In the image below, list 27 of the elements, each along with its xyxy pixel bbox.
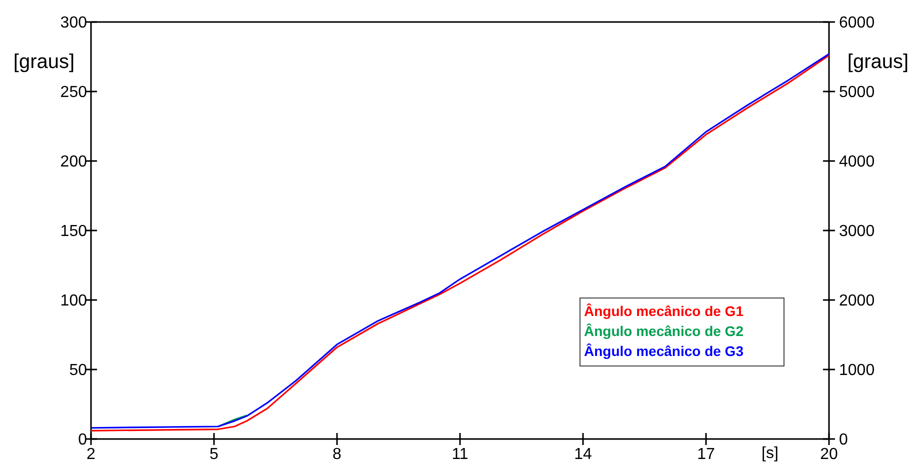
text: Ângulo mecânico de G3	[584, 343, 744, 359]
y2-tick-label: 3000	[839, 223, 875, 240]
y-tick-label: 0	[78, 432, 88, 449]
x-tick-label: 2	[86, 446, 96, 463]
y2-tick-label: 6000	[839, 14, 875, 32]
x-tick-label: 17	[697, 446, 715, 463]
y-axis-title: [graus]	[13, 51, 75, 73]
y-tick-label: 50	[69, 362, 88, 380]
x-axis-title: [s]	[762, 445, 778, 462]
y-tick-label: 300	[60, 14, 88, 32]
text: Ângulo mecânico de G1	[584, 303, 744, 319]
y2-tick-label: 0	[839, 432, 848, 449]
y2-tick-label: 1000	[839, 362, 875, 380]
y-tick-label: 200	[60, 154, 88, 171]
x-tick-label: 14	[574, 446, 592, 463]
text: Ângulo mecânico de G2	[584, 323, 744, 339]
y2-tick-label: 5000	[839, 84, 875, 102]
x-tick-label: 8	[332, 446, 342, 463]
x-tick-label: 20	[820, 446, 838, 463]
y-tick-label: 150	[60, 223, 88, 240]
y-tick-label: 250	[60, 84, 88, 102]
y2-tick-label: 4000	[839, 154, 875, 171]
y-tick-label: 100	[60, 292, 88, 310]
x-tick-label: 11	[452, 446, 468, 463]
x-tick-label: 5	[210, 446, 219, 463]
y2-axis-title: [graus]	[847, 51, 909, 73]
y2-tick-label: 2000	[839, 292, 875, 310]
